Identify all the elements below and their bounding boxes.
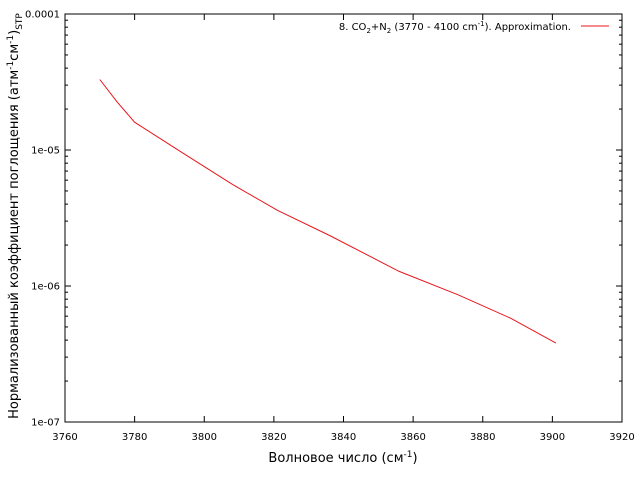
x-tick-label: 3840 bbox=[331, 432, 356, 443]
x-tick-label: 3760 bbox=[52, 432, 77, 443]
x-tick-label: 3900 bbox=[540, 432, 565, 443]
y-tick-label: 1e-07 bbox=[31, 418, 60, 429]
series-line bbox=[99, 79, 557, 344]
x-tick-label: 3800 bbox=[192, 432, 217, 443]
x-tick-label: 3860 bbox=[400, 432, 425, 443]
legend-label: 8. CO2+N2 (3770 - 4100 cm-1). Approximat… bbox=[339, 20, 571, 35]
y-tick-label: 0.0001 bbox=[25, 10, 60, 21]
x-tick-label: 3820 bbox=[261, 432, 286, 443]
y-axis-label: Нормализованный коэффициент поглощения (… bbox=[6, 13, 25, 419]
x-tick-label: 3780 bbox=[122, 432, 147, 443]
x-axis-label: Волновое число (см-1) bbox=[268, 450, 417, 466]
x-tick-label: 3880 bbox=[470, 432, 495, 443]
x-tick-label: 3920 bbox=[609, 432, 634, 443]
x-axis-ticks: 3760 3780 3800 3820 3840 3860 3880 3900 3920 bbox=[52, 14, 635, 443]
y-tick-label: 1e-06 bbox=[31, 282, 60, 293]
y-axis-ticks: 1e-07 1e-06 1e-05 0.0001 bbox=[25, 10, 622, 429]
series-layer bbox=[99, 79, 557, 344]
plot-frame bbox=[64, 13, 623, 423]
y-tick-label: 1e-05 bbox=[31, 146, 60, 157]
